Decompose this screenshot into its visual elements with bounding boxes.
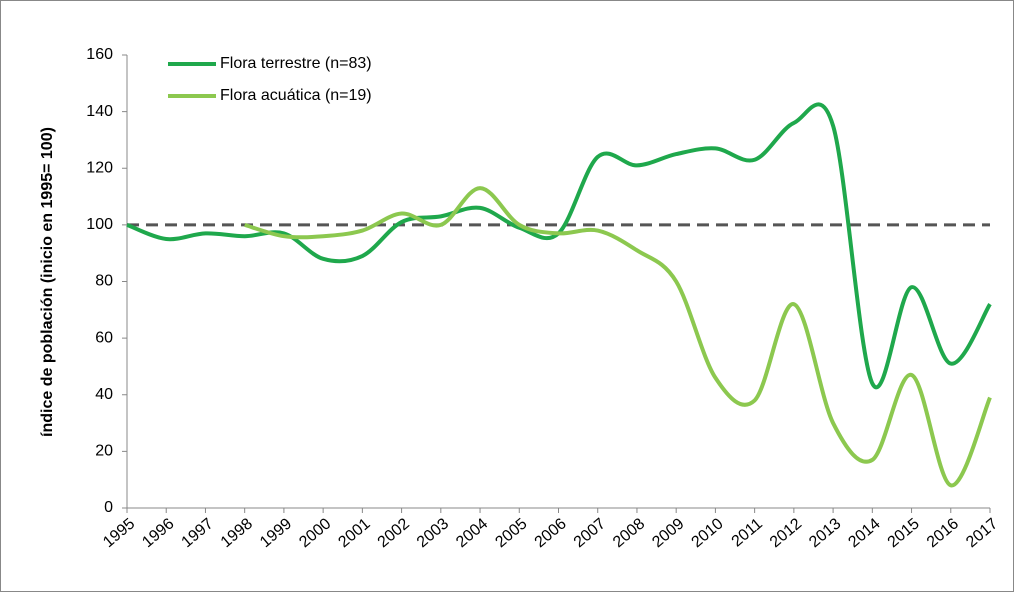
y-tick-label: 160 (86, 46, 113, 63)
y-tick-label: 0 (104, 499, 113, 516)
y-tick-label: 20 (95, 443, 113, 460)
y-tick-label: 140 (86, 103, 113, 120)
y-tick-label: 80 (95, 273, 113, 290)
y-tick-label: 100 (86, 216, 113, 233)
legend-label: Flora terrestre (n=83) (220, 55, 372, 72)
y-tick-label: 40 (95, 386, 113, 403)
series-line (126, 102, 992, 390)
series-line (244, 186, 992, 488)
y-tick-label: 60 (95, 329, 113, 346)
legend-label: Flora acuática (n=19) (220, 87, 372, 104)
y-tick-label: 120 (86, 159, 113, 176)
y-axis-label: índice de población (inicio en 1995= 100… (39, 127, 56, 437)
